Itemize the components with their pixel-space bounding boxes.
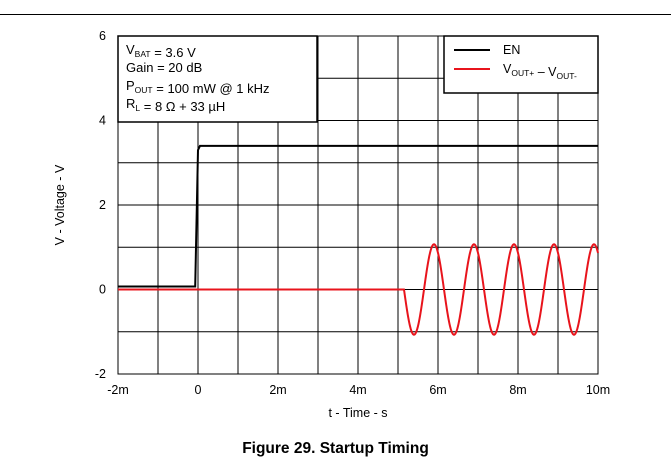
series-traces — [118, 144, 599, 336]
plot-frame — [117, 35, 599, 375]
y-tick-label-2: 2 — [99, 198, 106, 212]
page-top-rule — [0, 14, 671, 15]
y-tick-label-4: 6 — [99, 29, 106, 43]
annotation-line-3: RL = 8 Ω + 33 µH — [126, 96, 225, 114]
y-tick-label-1: 0 — [99, 283, 106, 297]
startup-timing-chart: -2m 0 2m 4m 6m 8m 10m -2 0 2 4 6 t - Time - s V - … — [53, 29, 610, 420]
x-tick-label-0: -2m — [107, 383, 129, 397]
x-tick-label-3: 4m — [349, 383, 366, 397]
x-tick-label-1: 0 — [195, 383, 202, 397]
y-tick-label-0: -2 — [95, 367, 106, 381]
series-en-line — [118, 144, 598, 288]
x-tick-label-2: 2m — [269, 383, 286, 397]
x-tick-label-4: 6m — [429, 383, 446, 397]
x-tick-label-6: 10m — [586, 383, 610, 397]
annotation-line-1: Gain = 20 dB — [126, 60, 202, 75]
x-tick-label-5: 8m — [509, 383, 526, 397]
y-axis-label: V - Voltage - V — [53, 164, 67, 245]
y-tick-labels: -2 0 2 4 6 — [95, 29, 106, 381]
x-axis-label: t - Time - s — [328, 406, 387, 420]
legend: EN VOUT+ – VOUT- — [443, 35, 599, 94]
series-vout-line — [118, 243, 599, 336]
y-tick-label-3: 4 — [99, 114, 106, 128]
x-tick-labels: -2m 0 2m 4m 6m 8m 10m — [107, 383, 610, 397]
annotation-line-0: VBAT = 3.6 V — [126, 42, 196, 60]
annotation-line-2: POUT = 100 mW @ 1 kHz — [126, 78, 270, 96]
legend-label-1: VOUT+ – VOUT- — [503, 62, 577, 81]
figure-caption: Figure 29. Startup Timing — [242, 440, 429, 457]
legend-label-0: EN — [503, 43, 520, 57]
